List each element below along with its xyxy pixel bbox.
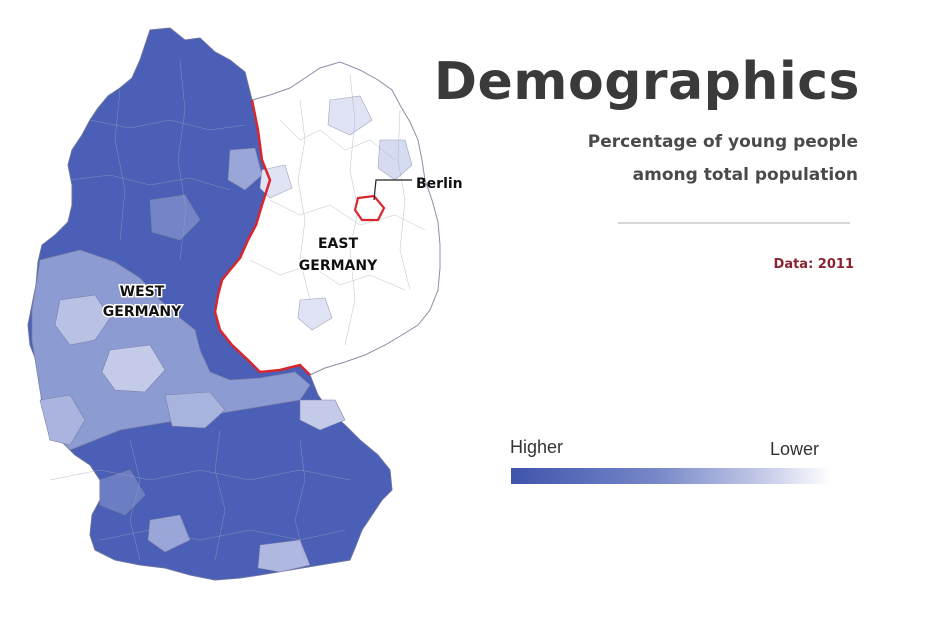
west-patch-2 <box>101 344 166 393</box>
west-patch-9 <box>299 399 346 431</box>
east-patch-1 <box>327 95 373 136</box>
district-lines <box>49 59 426 561</box>
east-germany-label-1: EAST <box>318 236 358 252</box>
page-title: Demographics <box>433 52 860 112</box>
subtitle: Percentage of young people among total p… <box>520 126 858 192</box>
title-divider <box>618 222 850 224</box>
west-lighter-band <box>31 249 311 451</box>
west-patch-7 <box>99 469 146 516</box>
east-germany-label-2: GERMANY <box>299 258 378 274</box>
legend-gradient-bar <box>511 468 831 484</box>
berlin-pointer <box>373 179 412 201</box>
germany-map-svg: Berlin EAST GERMANY WEST GERMANY <box>27 27 463 581</box>
data-year-label: Data: 2011 <box>773 257 854 272</box>
west-germany-label-2: GERMANY <box>103 304 182 320</box>
germany-map: Berlin EAST GERMANY WEST GERMANY <box>27 27 463 581</box>
east-patch-3 <box>297 297 333 331</box>
east-west-border <box>213 99 311 376</box>
legend-lower-label: Lower <box>770 439 820 459</box>
west-patch-6 <box>149 194 201 241</box>
west-patch-10 <box>147 514 191 553</box>
subtitle-line-2: among total population <box>632 165 858 185</box>
west-patch-4 <box>39 394 86 446</box>
west-patch-5 <box>227 147 263 191</box>
legend-higher-label: Higher <box>510 437 564 457</box>
west-germany-label-1: WEST <box>120 284 165 300</box>
west-patch-8 <box>257 539 311 573</box>
subtitle-line-1: Percentage of young people <box>587 132 858 152</box>
west-patch-3 <box>164 391 226 429</box>
west-patch-1 <box>54 294 111 346</box>
berlin-label: Berlin <box>416 176 463 192</box>
